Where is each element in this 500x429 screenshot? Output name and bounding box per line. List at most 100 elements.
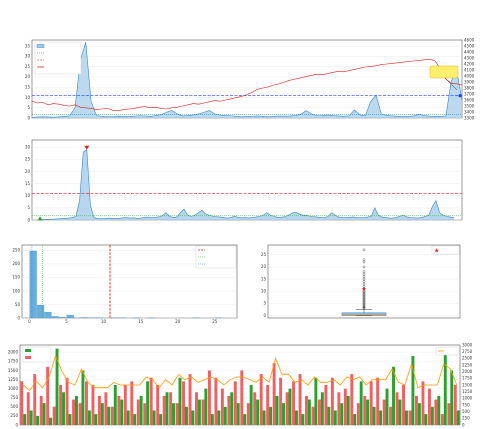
boxplot-outlier: [362, 280, 366, 283]
rise-bar: [159, 414, 163, 425]
rise-bar: [320, 392, 324, 425]
histogram-bar: [36, 304, 45, 319]
panel3-xtick: 10: [101, 319, 107, 324]
fall-bar: [195, 392, 198, 425]
rise-bar: [450, 370, 454, 425]
rise-bar: [405, 410, 408, 425]
panel1-ytick-right: 4000: [464, 73, 475, 78]
fall-bar: [227, 395, 231, 425]
rise-bar: [333, 410, 337, 425]
fall-bar: [46, 366, 50, 425]
fall-bar: [39, 395, 43, 425]
fall-bar: [421, 381, 425, 425]
legend-fall-swatch: [25, 356, 31, 359]
rise-bar: [295, 410, 298, 425]
panel1-ytick-right: 3600: [464, 97, 475, 102]
panel5-ytick-right: 1250: [462, 389, 473, 394]
panel4-legend-box: [431, 245, 460, 255]
panel1-ytick-right: 3500: [464, 103, 475, 108]
panel5-ytick-right: 2250: [462, 362, 473, 367]
panel5-ytick-left: 2000: [8, 350, 19, 355]
fall-bar: [376, 377, 380, 425]
panel3-yaxis-ticks: 0 50 100 150 200 250: [12, 248, 20, 321]
rise-bar: [204, 388, 208, 425]
boxplot-outlier: [362, 282, 366, 286]
fall-bar: [395, 392, 399, 425]
rise-bar: [398, 399, 402, 425]
rise-bar: [307, 399, 311, 425]
panel5-ytick-right: 500: [462, 409, 470, 414]
rise-bar: [411, 355, 415, 425]
panel2-ytick: 15: [25, 181, 31, 186]
rise-bar: [197, 399, 201, 425]
rise-bar: [340, 403, 344, 425]
panel2-ytick: 25: [25, 157, 31, 162]
fall-bar: [188, 374, 192, 425]
panel4-yaxis-ticks: 0 5 10 15 20 25: [261, 252, 267, 318]
boxplot-outlier: [362, 292, 366, 295]
panel5-ytick-left: 1500: [8, 368, 19, 373]
rise-bar: [314, 377, 318, 425]
boxplot-outlier: [362, 303, 366, 306]
fall-bar: [207, 370, 211, 425]
panel5-ytick-right: 2000: [462, 369, 473, 374]
rise-bar: [36, 415, 40, 425]
histogram-bar: [66, 314, 74, 319]
panel4-ytick: 10: [261, 289, 267, 294]
current-annotation-arrow: [444, 77, 458, 91]
fall-bar: [330, 377, 334, 425]
boxplot-outlier: [362, 258, 366, 261]
fall-bar: [440, 414, 444, 425]
history-line: [39, 149, 455, 220]
panel5-ytick-left: 0: [15, 422, 18, 427]
fall-bar: [434, 399, 438, 425]
histogram-bar: [44, 311, 52, 319]
fall-bar: [201, 399, 205, 425]
rise-bar: [223, 406, 227, 425]
ratio-line: [31, 41, 463, 118]
rise-bar: [191, 410, 195, 425]
fall-bar: [110, 406, 114, 425]
fall-bar: [324, 385, 328, 425]
panel5-yaxis-left-ticks: 0 250 500 750 1000 1250 1500 1750 2000: [8, 350, 19, 428]
history-area: [40, 149, 454, 220]
rise-bar: [75, 395, 78, 425]
total-line: [22, 354, 458, 391]
legend-rise-swatch: [25, 349, 31, 352]
panel1-ytick-left: 30: [25, 54, 31, 59]
panel2-ytick: 20: [25, 169, 31, 174]
panel3-legend-box: [195, 245, 237, 269]
panel1-ytick-left: 35: [25, 43, 31, 48]
rise-bar: [87, 410, 91, 425]
panel4-ytick: 5: [263, 301, 266, 306]
boxplot-outlier: [362, 275, 366, 278]
fall-bar: [182, 381, 185, 425]
panel4-ytick: 0: [263, 313, 266, 318]
panel2-ytick: 0: [27, 217, 30, 222]
panel4-ytick: 25: [261, 252, 267, 257]
rise-bar: [353, 414, 357, 425]
ratio-area: [32, 42, 462, 118]
fall-bar: [343, 388, 347, 425]
fall-bar: [214, 377, 218, 425]
panel1-ytick-right: 4500: [464, 43, 475, 48]
boxplot-outlier: [362, 265, 366, 269]
panel3-xtick: 5: [65, 319, 68, 324]
boxplot-outlier: [362, 293, 366, 297]
panel5-ytick-right: 0: [462, 422, 465, 427]
fall-bar: [266, 385, 270, 425]
panel4-legend: ★: [431, 245, 460, 255]
rise-bar: [417, 403, 421, 425]
fall-bar: [104, 392, 108, 425]
panel2-ytick: 30: [25, 145, 31, 150]
boxplot-outlier: [362, 298, 366, 302]
boxplot-outlier: [362, 297, 366, 300]
boxplot-outlier: [362, 285, 366, 288]
rise-bar: [424, 414, 428, 425]
current-annotation-box: [429, 65, 459, 79]
boxplot-outlier: [362, 291, 366, 294]
panel3-xtick: 25: [212, 319, 218, 324]
boxplot-outlier: [362, 306, 366, 310]
rise-bar: [185, 406, 188, 425]
